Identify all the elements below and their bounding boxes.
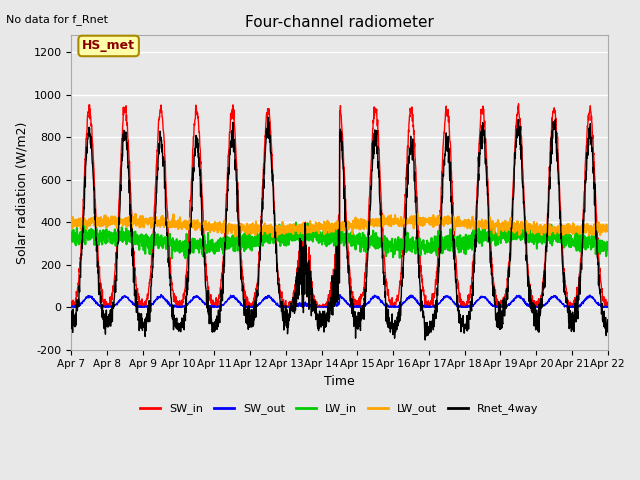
Text: HS_met: HS_met [82,39,135,52]
Title: Four-channel radiometer: Four-channel radiometer [245,15,434,30]
Legend: SW_in, SW_out, LW_in, LW_out, Rnet_4way: SW_in, SW_out, LW_in, LW_out, Rnet_4way [136,399,543,419]
X-axis label: Time: Time [324,375,355,388]
Text: No data for f_Rnet: No data for f_Rnet [6,14,108,25]
Y-axis label: Solar radiation (W/m2): Solar radiation (W/m2) [15,121,28,264]
